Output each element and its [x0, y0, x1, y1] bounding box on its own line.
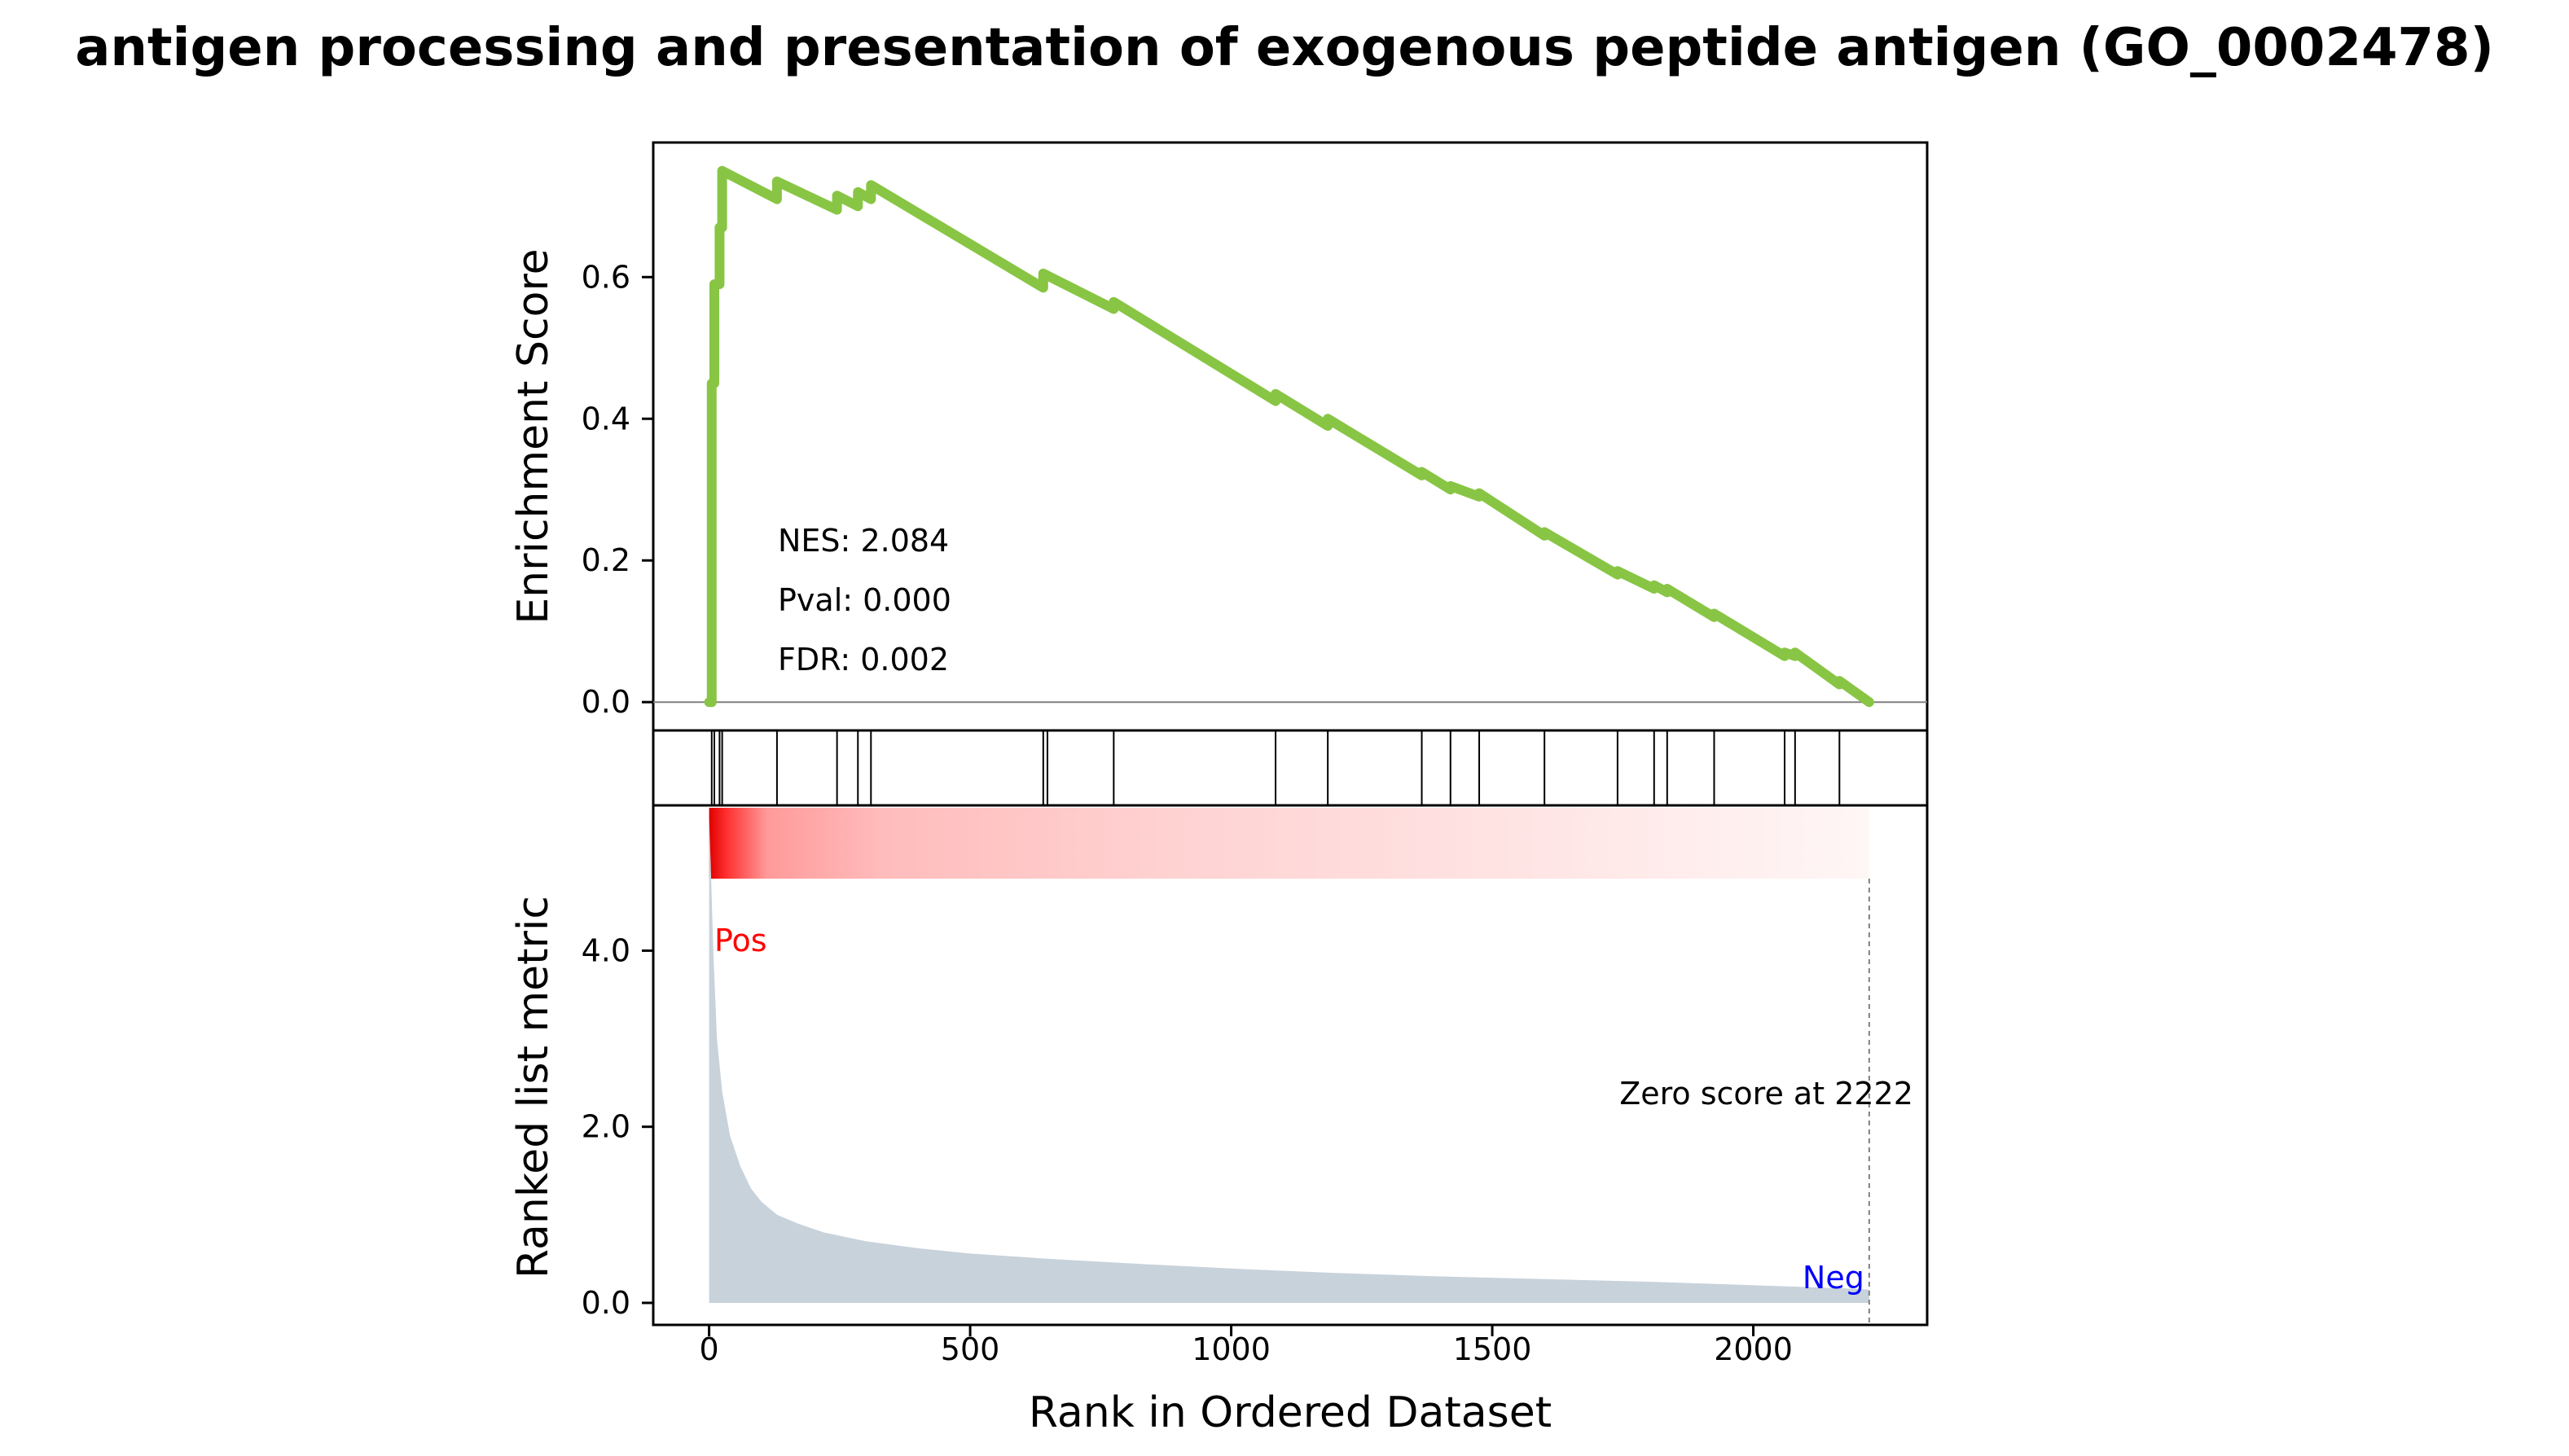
enrichment-y-axis-label: Enrichment Score — [509, 248, 558, 624]
rank-gradient-bar — [709, 808, 1869, 879]
hits-frame — [652, 729, 1929, 807]
y-tick-label: 0.2 — [582, 542, 630, 578]
enrichment-frame — [652, 141, 1929, 732]
pval-label: Pval: 0.000 — [778, 582, 951, 618]
x-tick-label: 1000 — [1192, 1331, 1271, 1367]
y-tick-label: 2.0 — [582, 1109, 630, 1145]
enrichment-score-line — [704, 165, 1874, 708]
ranked-metric-panel: Pos Neg Zero score at 2222 0.0 2.0 4.0 0 50… — [509, 804, 1929, 1437]
y-tick-label: 0.6 — [582, 259, 630, 295]
x-tick-label: 0 — [699, 1331, 718, 1367]
ranked-y-axis-label: Ranked list metric — [509, 896, 558, 1278]
x-tick-label: 1500 — [1453, 1331, 1532, 1367]
y-tick-label: 0.0 — [582, 684, 630, 720]
x-tick-label: 2000 — [1714, 1331, 1793, 1367]
ranked-y-ticks: 0.0 2.0 4.0 — [582, 932, 653, 1321]
hit-lines — [710, 730, 1841, 805]
x-ticks: 0 500 1000 1500 2000 — [699, 1325, 1793, 1367]
y-tick-label: 4.0 — [582, 932, 630, 968]
enrichment-y-ticks: 0.0 0.2 0.4 0.6 — [582, 259, 653, 720]
enrichment-panel: 0.0 0.2 0.4 0.6 NES: 2.084 Pval: 0.000 FDR:… — [509, 141, 1929, 732]
x-tick-label: 500 — [941, 1331, 1000, 1367]
zero-score-annotation: Zero score at 2222 — [1619, 1076, 1913, 1112]
pos-label: Pos — [714, 923, 767, 958]
chart-title: antigen processing and presentation of e… — [75, 18, 2494, 78]
ranked-frame — [652, 804, 1929, 1327]
nes-label: NES: 2.084 — [778, 523, 949, 559]
y-tick-label: 0.4 — [582, 401, 630, 436]
neg-label: Neg — [1803, 1260, 1864, 1296]
y-tick-label: 0.0 — [582, 1285, 630, 1321]
x-axis-label: Rank in Ordered Dataset — [1029, 1388, 1552, 1437]
fdr-label: FDR: 0.002 — [778, 642, 949, 678]
ranked-metric-area — [709, 818, 1869, 1303]
gene-hits-panel — [652, 729, 1929, 807]
